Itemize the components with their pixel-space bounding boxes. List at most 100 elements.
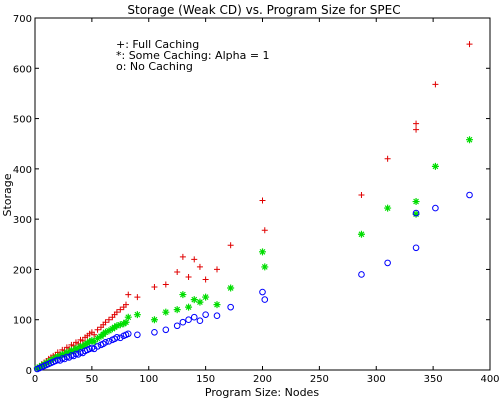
y-tick-label: 0: [26, 366, 32, 377]
data-point-full-caching: [102, 319, 109, 326]
data-point-full-caching: [179, 253, 186, 260]
data-point-full-caching: [259, 197, 266, 204]
data-point-some-caching: [72, 344, 80, 352]
data-point-some-caching: [90, 338, 98, 346]
y-axis: 0 100 200 300 400 500 600 700: [13, 14, 490, 377]
data-point-some-caching: [86, 337, 94, 345]
data-point-some-caching: [124, 313, 132, 321]
data-point-some-caching: [116, 321, 124, 329]
data-point-full-caching: [123, 301, 129, 308]
data-point-full-caching: [358, 192, 365, 199]
data-point-some-caching: [33, 364, 41, 372]
data-point-no-caching: [124, 330, 132, 338]
data-point-some-caching: [384, 204, 392, 212]
data-point-full-caching: [185, 273, 192, 280]
x-tick-label: 400: [480, 374, 499, 385]
data-point-no-caching: [102, 339, 109, 346]
y-tick-label: 300: [13, 215, 32, 226]
data-point-some-caching: [70, 347, 78, 355]
data-point-no-caching: [179, 318, 187, 326]
data-point-no-caching: [412, 244, 420, 252]
data-point-no-caching: [432, 204, 439, 212]
data-point-no-caching: [466, 191, 473, 199]
data-point-some-caching: [113, 322, 121, 330]
data-point-some-caching: [412, 198, 420, 206]
data-point-full-caching: [432, 81, 439, 88]
data-point-no-caching: [151, 328, 158, 336]
y-tick-label: 100: [13, 316, 32, 327]
x-tick-label: 100: [139, 374, 158, 385]
x-axis-label: Program Size: Nodes: [205, 386, 319, 399]
data-point-full-caching: [202, 276, 209, 283]
data-point-full-caching: [162, 281, 169, 288]
data-point-no-caching: [117, 334, 124, 342]
chart-title: Storage (Weak CD) vs. Program Size for S…: [127, 3, 400, 17]
data-point-full-caching: [384, 155, 391, 162]
series-plus: [34, 41, 473, 371]
data-point-full-caching: [134, 294, 141, 301]
data-point-some-caching: [67, 346, 75, 354]
data-point-full-caching: [125, 291, 132, 298]
x-tick-label: 50: [86, 374, 99, 385]
data-point-no-caching: [173, 322, 181, 330]
data-point-no-caching: [134, 331, 141, 339]
data-point-full-caching: [174, 268, 181, 275]
data-point-some-caching: [213, 301, 221, 309]
x-axis: 0 50 100 150 200 250 300 350 400: [32, 18, 500, 385]
data-point-no-caching: [202, 311, 209, 318]
plot-area-frame: [34, 17, 491, 371]
x-tick-label: 200: [253, 374, 272, 385]
data-point-full-caching: [413, 126, 420, 133]
data-point-some-caching: [94, 334, 102, 342]
data-point-full-caching: [261, 227, 268, 234]
data-point-no-caching: [227, 303, 234, 311]
data-point-full-caching: [105, 316, 112, 323]
data-point-full-caching: [113, 309, 120, 316]
data-point-full-caching: [151, 284, 158, 291]
legend-entry-some-caching: *: Some Caching: Alpha = 1: [116, 49, 270, 62]
data-point-no-caching: [412, 209, 420, 217]
data-point-some-caching: [179, 291, 187, 299]
x-tick-label: 0: [32, 374, 38, 385]
data-point-some-caching: [466, 136, 474, 144]
data-point-no-caching: [384, 259, 391, 267]
series-star: [33, 136, 474, 372]
data-marks: [33, 41, 474, 373]
data-point-some-caching: [190, 296, 198, 304]
data-point-no-caching: [196, 317, 204, 325]
x-tick-label: 350: [424, 374, 443, 385]
data-point-no-caching: [185, 316, 192, 324]
data-point-no-caching: [213, 312, 221, 319]
x-tick-label: 150: [196, 374, 215, 385]
data-point-some-caching: [133, 311, 141, 319]
data-point-full-caching: [413, 120, 420, 127]
y-tick-label: 700: [13, 14, 32, 25]
y-tick-label: 200: [13, 265, 32, 276]
data-point-full-caching: [117, 306, 124, 313]
data-point-some-caching: [63, 348, 71, 356]
series-circle: [33, 191, 473, 373]
x-tick-label: 250: [310, 374, 329, 385]
data-point-some-caching: [196, 298, 204, 306]
data-point-some-caching: [173, 306, 181, 314]
data-point-no-caching: [358, 271, 365, 278]
data-point-full-caching: [191, 256, 198, 263]
data-point-full-caching: [196, 263, 203, 270]
data-point-no-caching: [259, 288, 266, 296]
data-point-some-caching: [102, 328, 110, 336]
data-point-some-caching: [259, 248, 266, 256]
data-point-full-caching: [466, 41, 473, 48]
data-point-no-caching: [113, 334, 121, 341]
data-point-no-caching: [94, 343, 101, 350]
data-point-full-caching: [94, 326, 101, 333]
legend: +: Full Caching *: Some Caching: Alpha =…: [116, 38, 270, 73]
data-point-some-caching: [431, 162, 439, 170]
y-tick-label: 500: [13, 115, 32, 126]
y-tick-label: 400: [13, 165, 32, 176]
data-point-some-caching: [202, 293, 210, 301]
legend-entry-no-caching: o: No Caching: [116, 60, 193, 73]
data-point-some-caching: [122, 318, 130, 326]
y-axis-label: Storage: [1, 173, 14, 216]
